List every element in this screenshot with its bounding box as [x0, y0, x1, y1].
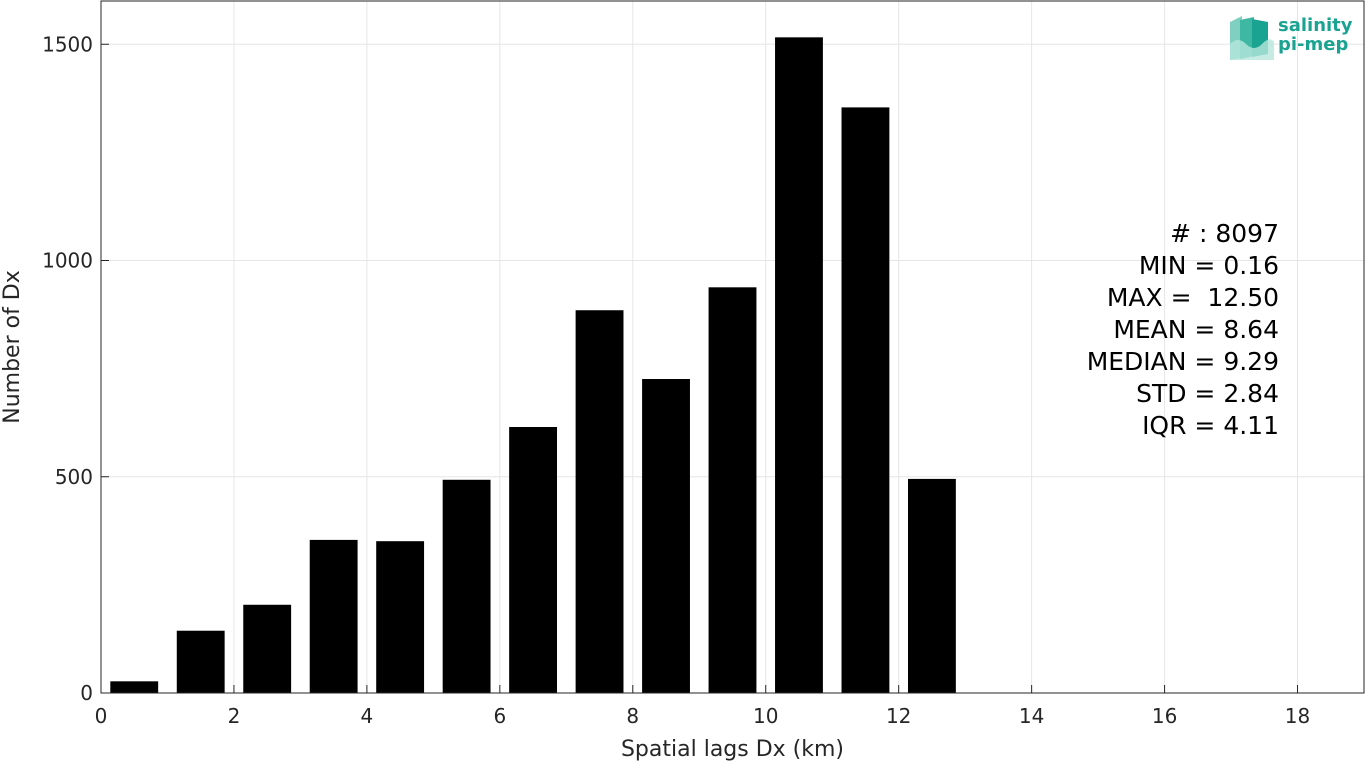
histogram-bar [309, 539, 358, 693]
statistics-box: # : 8097 MIN = 0.16 MAX = 12.50 MEAN = 8… [1087, 218, 1279, 442]
histogram-bar [110, 681, 159, 693]
bars [110, 37, 956, 693]
x-tick-label: 16 [1152, 704, 1177, 728]
x-tick-label: 12 [886, 704, 911, 728]
x-tick-label: 6 [493, 704, 506, 728]
stat-mean: MEAN = 8.64 [1113, 315, 1279, 344]
x-tick-label: 8 [626, 704, 639, 728]
x-tick-label: 10 [753, 704, 778, 728]
y-tick-label: 500 [55, 465, 93, 489]
y-tick-label: 1500 [42, 32, 93, 56]
stat-count: # : 8097 [1170, 219, 1279, 248]
x-tick-label: 4 [361, 704, 374, 728]
logo-line1: salinity [1278, 15, 1353, 36]
histogram-bar [907, 478, 956, 693]
histogram-bar [442, 479, 491, 693]
x-tick-label: 14 [1019, 704, 1044, 728]
stat-max: MAX = 12.50 [1106, 283, 1279, 312]
logo-line2: pi-mep [1278, 34, 1349, 55]
stat-std: STD = 2.84 [1136, 379, 1279, 408]
histogram-bar [376, 541, 425, 693]
histogram-bar [642, 379, 690, 693]
y-axis-label: Number of Dx [0, 270, 25, 424]
histogram-bar [176, 630, 225, 693]
histogram-bar [841, 107, 890, 693]
x-axis-label: Spatial lags Dx (km) [621, 737, 844, 762]
histogram-bar [243, 604, 292, 693]
y-tick-label: 1000 [42, 249, 93, 273]
y-tick-label: 0 [80, 681, 93, 705]
salinity-pimep-logo: salinity pi-mep [1228, 14, 1358, 62]
wave-logo-icon [1230, 16, 1274, 60]
stat-median: MEDIAN = 9.29 [1086, 347, 1279, 376]
logo-text: salinity pi-mep [1278, 16, 1353, 54]
stat-min: MIN = 0.16 [1138, 251, 1279, 280]
stat-iqr: IQR = 4.11 [1142, 411, 1279, 440]
x-tick-label: 2 [228, 704, 241, 728]
histogram-bar [509, 427, 558, 693]
histogram-bar [575, 310, 624, 693]
histogram-bar [708, 287, 757, 693]
axis-ticks: 0 2 4 6 8 10 12 14 16 18 0 500 1000 1500 [42, 32, 1310, 728]
plot-area-border [100, 0, 1365, 694]
histogram-bar [775, 37, 823, 693]
x-tick-label: 0 [95, 704, 108, 728]
x-tick-label: 18 [1285, 704, 1310, 728]
